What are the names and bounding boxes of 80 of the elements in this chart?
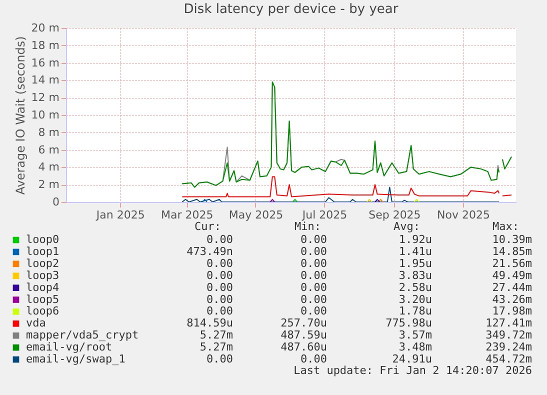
chart-title: Disk latency per device - by year: [184, 2, 399, 17]
text: 0.00: [300, 304, 327, 318]
text: 349.72m: [486, 328, 532, 342]
legend-label: vda: [26, 316, 46, 330]
text: Avg:: [394, 220, 420, 233]
y-tick-label: 10 m: [31, 108, 60, 122]
text: 1.41u: [398, 244, 432, 258]
text: 0.00: [206, 268, 233, 282]
text: 2.58u: [398, 280, 432, 294]
legend-label: loop2: [26, 256, 60, 270]
text: 0.00: [300, 233, 327, 246]
text: 0.00: [206, 233, 233, 246]
text: 454.72m: [486, 352, 532, 366]
text: 0.00: [300, 268, 327, 282]
text: 814.59u: [186, 316, 233, 330]
text: 3.48m: [398, 340, 432, 354]
text: 0.00: [206, 280, 233, 294]
y-tick-label: 2 m: [38, 178, 60, 192]
text: 3.83u: [398, 268, 432, 282]
text: 5.27m: [200, 340, 234, 354]
text: 0.00: [300, 352, 327, 366]
text: 0.00: [206, 304, 233, 318]
line-series: [182, 186, 500, 202]
text: 24.91u: [392, 352, 432, 366]
text: 5.27m: [200, 328, 234, 342]
text: 257.70u: [280, 316, 327, 330]
text: 0.00: [206, 256, 233, 270]
text: 775.98u: [386, 316, 432, 330]
text: 10.39m: [492, 233, 532, 246]
legend-label: loop4: [26, 280, 60, 294]
legend-label: email-vg/root: [26, 340, 112, 354]
y-tick-label: 20 m: [31, 22, 60, 34]
legend-label: email-vg/swap_1: [26, 352, 126, 366]
y-tick-label: 12 m: [31, 91, 60, 104]
y-tick-label: 18 m: [31, 38, 60, 52]
text: 27.44m: [492, 280, 532, 294]
text: 14.85m: [492, 244, 532, 258]
text: 49.49m: [492, 268, 532, 282]
y-tick-label: 4 m: [38, 160, 60, 174]
legend-label: loop1: [26, 244, 60, 258]
y-tick-label: 8 m: [38, 126, 60, 139]
text: 0.00: [300, 256, 327, 270]
text: 0.00: [300, 280, 327, 294]
text: Last update: Fri Jan 2 14:20:07 2026: [294, 364, 532, 377]
y-tick-label: 0: [52, 196, 60, 208]
x-tick-label: Jul 2025: [301, 208, 348, 222]
text: Max:: [492, 220, 519, 233]
text: Min:: [294, 220, 321, 233]
text: 3.20u: [398, 292, 432, 306]
text: 17.98m: [492, 304, 532, 318]
text: 127.41m: [486, 316, 532, 330]
text: 0.00: [300, 244, 327, 258]
legend-label: loop3: [26, 268, 60, 282]
text: 21.56m: [492, 256, 532, 270]
x-tick-label: Jan 2025: [95, 208, 145, 222]
text: 487.60u: [280, 340, 327, 354]
y-axis-title: Average IO Wait (seconds): [13, 36, 28, 195]
y-tick-label: 6 m: [38, 143, 60, 156]
legend-label: loop6: [26, 304, 60, 318]
legend-label: loop5: [26, 292, 60, 306]
text: 1.78u: [398, 304, 432, 318]
text: 473.49n: [186, 244, 233, 258]
x-tick-label: Mar 2025: [161, 208, 214, 222]
x-tick-label: Nov 2025: [437, 208, 490, 222]
legend-label: loop0: [26, 233, 60, 246]
y-tick-label: 16 m: [31, 56, 60, 70]
text: 0.00: [206, 352, 233, 366]
x-tick-label: Sep 2025: [368, 208, 421, 222]
y-tick-label: 14 m: [31, 74, 60, 87]
text: 43.26m: [492, 292, 532, 306]
text: 0.00: [300, 292, 327, 306]
x-tick-label: May 2025: [228, 208, 284, 222]
text: 239.24m: [486, 340, 532, 354]
text: 1.92u: [398, 233, 432, 246]
text: 3.57m: [398, 328, 432, 342]
text: Cur:: [194, 220, 221, 233]
legend-label: mapper/vda5_crypt: [26, 328, 139, 342]
text: 487.59u: [280, 328, 327, 342]
text: 1.95u: [398, 256, 432, 270]
text: 0.00: [206, 292, 233, 306]
